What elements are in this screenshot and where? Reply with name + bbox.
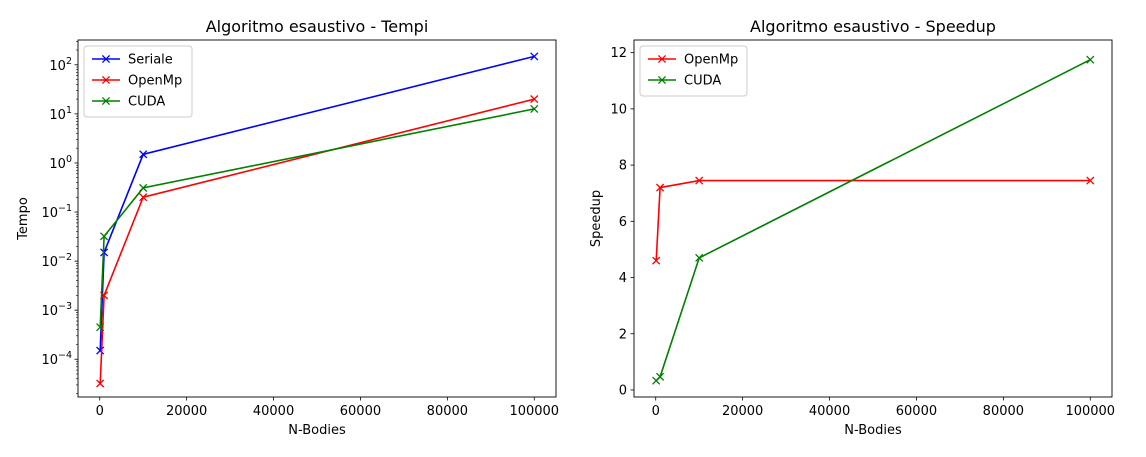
legend-marker <box>657 75 667 85</box>
y-tick-label-base: 10 <box>41 255 58 270</box>
y-tick-label: 102 <box>49 56 72 74</box>
axes-frame <box>77 39 557 398</box>
x-tick-label: 40000 <box>253 404 294 419</box>
data-point <box>1086 176 1095 185</box>
legend-box <box>83 45 193 118</box>
series-line <box>655 179 1091 261</box>
y-tick-label: 0 <box>619 383 627 398</box>
data-point <box>656 372 665 381</box>
x-axis-label: N-Bodies <box>844 423 902 438</box>
y-tick-label-base: 10 <box>49 157 66 172</box>
data-point <box>96 323 105 332</box>
series-openmp <box>652 176 1095 265</box>
y-tick-label: 8 <box>619 159 627 174</box>
y-tick-label: 6 <box>619 215 627 230</box>
data-point <box>530 52 539 61</box>
data-point <box>530 95 539 104</box>
data-point <box>530 104 539 113</box>
legend-marker <box>101 75 111 85</box>
y-tick-label: 10−2 <box>41 252 72 270</box>
data-point <box>1086 55 1095 64</box>
data-point <box>96 379 105 388</box>
y-tick-label-base: 10 <box>49 59 66 74</box>
y-tick-label: 10−4 <box>41 350 72 368</box>
data-point <box>652 256 661 265</box>
chart-1: Algoritmo esaustivo - Tempi10−410−310−21… <box>16 17 559 438</box>
x-tick-label: 20000 <box>722 404 763 419</box>
x-tick-label: 80000 <box>983 404 1024 419</box>
y-tick-label: 2 <box>619 327 627 342</box>
y-tick-label-base: 10 <box>41 304 58 319</box>
y-tick-label-base: 10 <box>41 206 58 221</box>
data-point <box>139 193 148 202</box>
data-point <box>695 176 704 185</box>
x-tick-label: 0 <box>652 404 660 419</box>
data-point <box>139 150 148 159</box>
series-cuda <box>96 104 539 332</box>
y-tick-label-exp: −4 <box>58 350 72 361</box>
y-tick-label: 10 <box>610 102 627 117</box>
x-tick-label: 60000 <box>340 404 381 419</box>
chart-2: Algoritmo esaustivo - Speedup 0 2 4 6 8 10 12 0 2… <box>589 17 1115 438</box>
chart-title: Algoritmo esaustivo - Speedup <box>750 17 996 36</box>
y-tick-label-base: 10 <box>41 353 58 368</box>
y-tick-label: 12 <box>610 46 627 61</box>
data-point <box>656 183 665 192</box>
legend-marker <box>657 54 667 64</box>
legend-label: OpenMp <box>684 53 738 68</box>
y-tick-label: 10−1 <box>41 203 72 221</box>
y-tick-label: 101 <box>49 105 72 123</box>
legend-label: CUDA <box>684 74 721 89</box>
x-axis-label: N-Bodies <box>288 423 346 438</box>
legend-marker <box>101 54 111 64</box>
data-point <box>695 253 704 262</box>
y-tick-label: 10−3 <box>41 301 72 319</box>
series-cuda <box>652 55 1095 385</box>
y-tick-label: 100 <box>49 154 72 172</box>
x-tick-label: 20000 <box>166 404 207 419</box>
x-tick-label: 100000 <box>509 404 559 419</box>
x-tick-label: 60000 <box>896 404 937 419</box>
x-tick-label: 80000 <box>427 404 468 419</box>
legend: Seriale OpenMp CUDA <box>83 45 193 118</box>
series-line <box>99 55 535 351</box>
series-line <box>99 108 535 328</box>
x-tick-label: 40000 <box>809 404 850 419</box>
x-tick-label: 0 <box>96 404 104 419</box>
chart-title: Algoritmo esaustivo - Tempi <box>206 17 429 36</box>
y-tick-label-exp: −3 <box>58 301 72 312</box>
y-tick-label-exp: −2 <box>58 252 72 263</box>
y-tick-label: 4 <box>619 271 627 286</box>
axes-frame <box>633 39 1113 398</box>
x-tick-label: 100000 <box>1065 404 1115 419</box>
legend-label: OpenMp <box>128 74 182 89</box>
y-tick-label-base: 10 <box>49 108 66 123</box>
y-tick-label-exp: −1 <box>58 203 72 214</box>
y-axis-label: Speedup <box>589 190 604 247</box>
y-tick-label-exp: 0 <box>66 154 72 165</box>
legend-label: CUDA <box>128 95 165 110</box>
data-point <box>139 183 148 192</box>
y-tick-label-exp: 2 <box>66 56 72 67</box>
data-point <box>100 232 109 241</box>
legend-marker <box>101 96 111 106</box>
legend: OpenMp CUDA <box>639 45 748 97</box>
y-tick-label-exp: 1 <box>66 105 72 116</box>
legend-label: Seriale <box>128 53 173 68</box>
y-axis-label: Tempo <box>16 197 31 241</box>
